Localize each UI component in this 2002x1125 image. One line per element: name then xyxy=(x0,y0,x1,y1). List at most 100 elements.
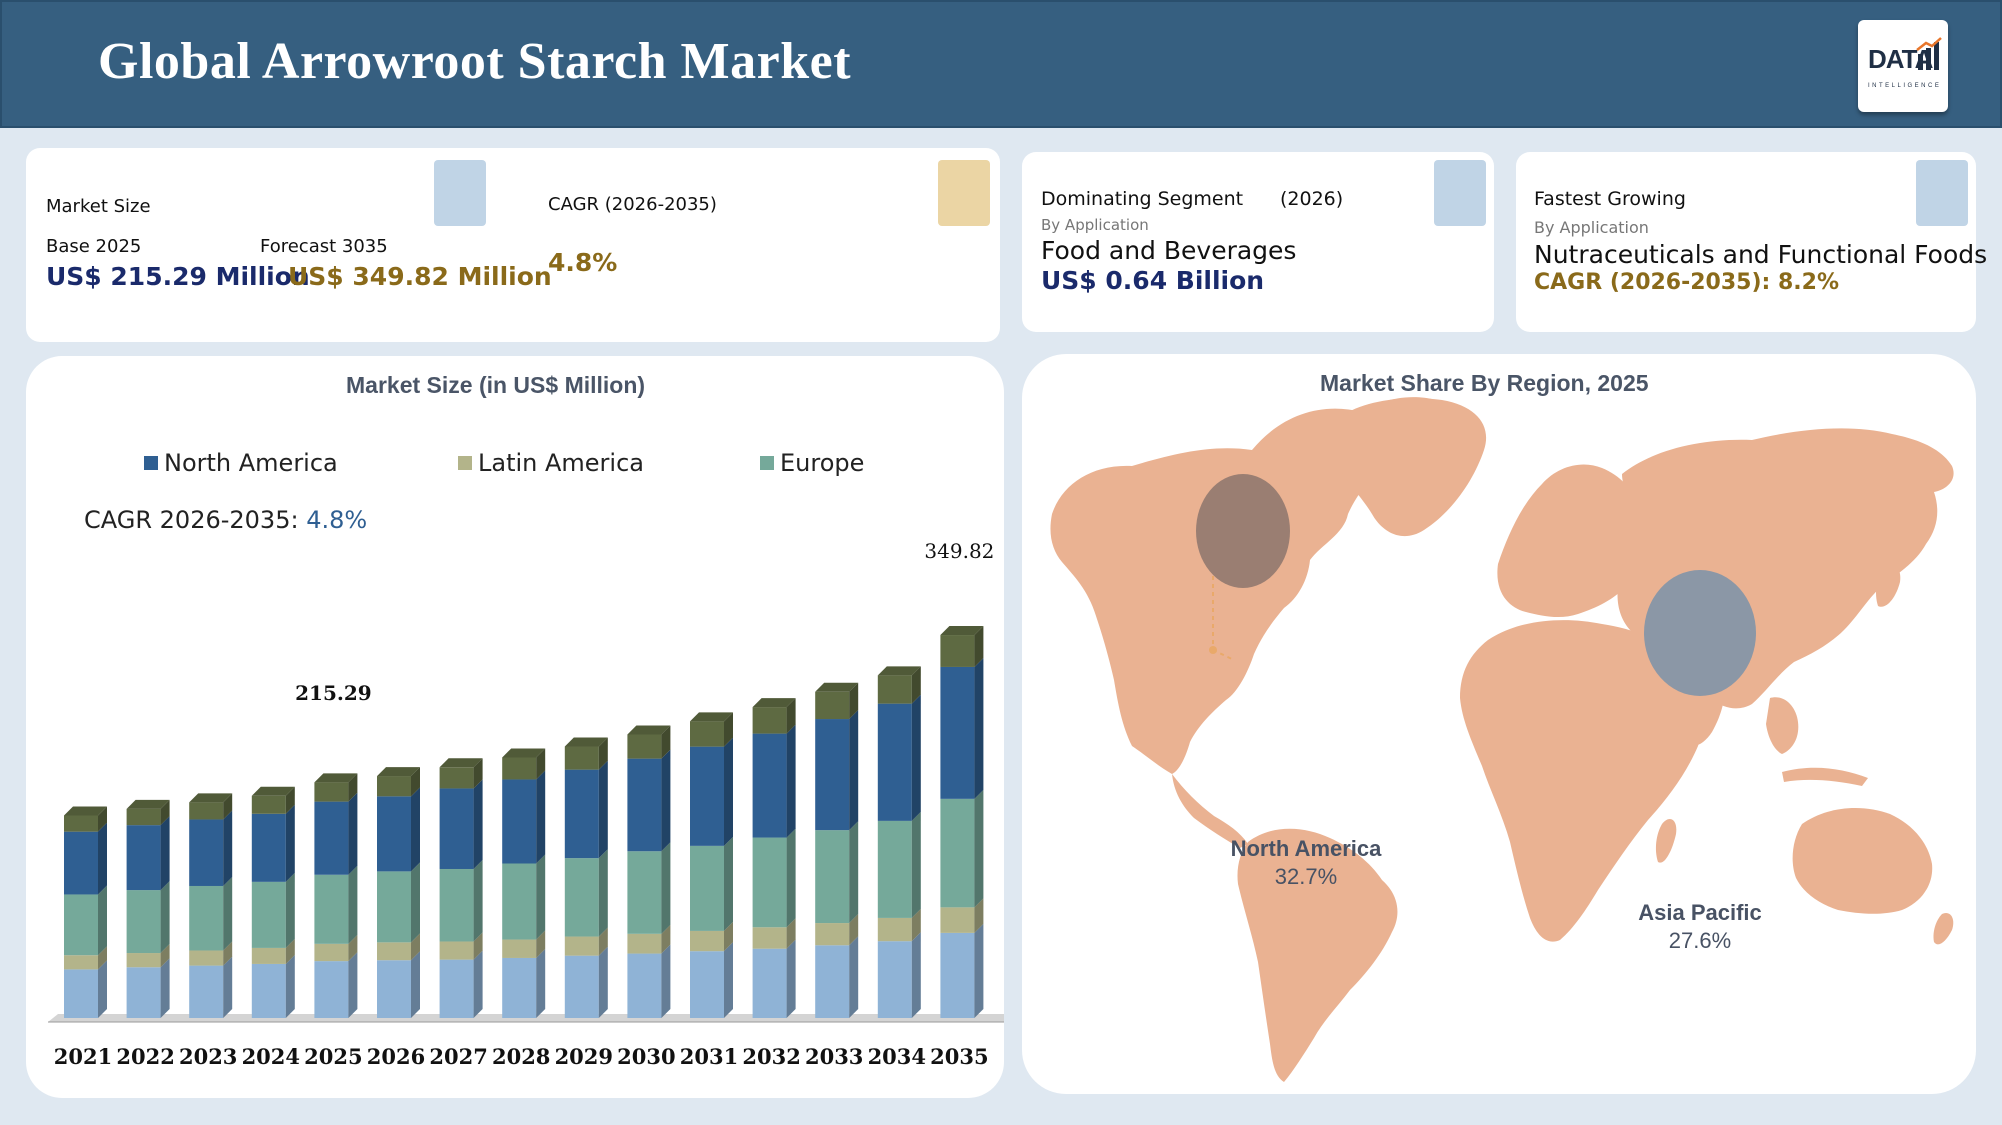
bar-side-2021-north-america xyxy=(98,822,107,895)
bar-side-2035-europe xyxy=(974,789,984,908)
bar-2026-top xyxy=(377,776,411,797)
europe-landmass xyxy=(1497,464,1645,618)
bar-side-2031-top xyxy=(724,712,733,747)
bar-2032-top xyxy=(752,707,787,734)
x-tick-2034: 2034 xyxy=(868,1044,926,1069)
bar-top-2021 xyxy=(64,806,107,816)
bar-side-2034-north-america xyxy=(911,694,921,821)
legend-label-europe: Europe xyxy=(780,449,864,477)
bar-2025-north-america xyxy=(314,801,349,875)
bar-2031-top xyxy=(690,721,724,747)
legend-label-north-america: North America xyxy=(164,449,338,477)
bar-side-2030-latin-america xyxy=(661,924,671,954)
bar-side-2023-top xyxy=(223,793,233,820)
fastest-segment-cagr: CAGR (2026-2035): 8.2% xyxy=(1534,270,1840,295)
bar-2028-north-america xyxy=(502,779,537,864)
market-size-card: Market Size Base 2025 Forecast 3035 US$ … xyxy=(26,148,1000,342)
bar-2034-north-america xyxy=(877,703,912,821)
bar-side-2021-base xyxy=(98,960,107,1018)
value-label-2035: 349.82 xyxy=(924,539,994,563)
bar-side-2023-base xyxy=(223,956,233,1018)
bar-2028-latin-america xyxy=(502,939,537,958)
bar-side-2024-north-america xyxy=(285,804,295,882)
bar-side-2022-europe xyxy=(160,881,170,954)
bar-2031-europe xyxy=(690,845,724,931)
bar-top-2034 xyxy=(877,666,921,676)
fastest-growing-icon xyxy=(1916,160,1968,226)
x-tick-2030: 2030 xyxy=(617,1044,675,1069)
fastest-segment-name: Nutraceuticals and Functional Foods xyxy=(1534,240,1988,269)
bar-2033-north-america xyxy=(815,719,850,831)
bar-2021-latin-america xyxy=(64,955,98,970)
bar-side-2028-latin-america xyxy=(536,930,546,958)
map-title: Market Share By Region, 2025 xyxy=(1320,370,1649,396)
bar-side-2026-latin-america xyxy=(411,933,420,961)
bar-top-2022 xyxy=(126,799,170,809)
central-america-landmass xyxy=(1172,774,1248,848)
fastest-growing-card: Fastest Growing By Application Nutraceut… xyxy=(1516,152,1987,332)
bar-side-2028-europe xyxy=(536,854,546,940)
bar-2029-top xyxy=(564,746,599,770)
bar-side-2029-base xyxy=(598,946,608,1018)
bar-2021-base xyxy=(64,969,98,1018)
bar-side-2025-base xyxy=(348,952,358,1018)
bar-2034-latin-america xyxy=(877,917,912,942)
bar-2035-top xyxy=(940,635,975,667)
bar-2029-north-america xyxy=(564,769,599,859)
bar-side-2032-latin-america xyxy=(786,918,796,949)
bar-2023-latin-america xyxy=(189,950,224,966)
bar-2026-north-america xyxy=(377,796,411,872)
bar-2035-base xyxy=(940,932,975,1018)
bar-top-2029 xyxy=(564,737,608,747)
bar-2027-europe xyxy=(439,868,474,942)
bar-2035-latin-america xyxy=(940,907,975,933)
base-value: US$ 215.29 Million xyxy=(46,262,310,291)
bar-2021-top xyxy=(64,815,98,832)
x-tick-2029: 2029 xyxy=(555,1044,613,1069)
southeast-asia-landmass xyxy=(1766,697,1799,754)
x-tick-2026: 2026 xyxy=(367,1044,425,1069)
forecast-year-label: Forecast 3035 xyxy=(260,236,388,257)
bar-side-2027-europe xyxy=(473,859,483,942)
bar-side-2027-latin-america xyxy=(473,932,483,960)
bar-2022-europe xyxy=(126,890,161,954)
bar-side-2021-latin-america xyxy=(98,946,107,970)
bar-side-2027-base xyxy=(473,950,483,1018)
bar-top-2023 xyxy=(189,793,233,803)
bar-2027-latin-america xyxy=(439,941,474,960)
x-tick-2025: 2025 xyxy=(304,1044,362,1069)
bar-side-2022-base xyxy=(160,958,170,1018)
asia-pacific-region-label: Asia Pacific xyxy=(1638,900,1762,925)
bar-side-2033-base xyxy=(849,936,859,1018)
bar-2033-latin-america xyxy=(815,923,850,946)
market-size-icon xyxy=(434,160,486,226)
bar-2030-north-america xyxy=(627,758,662,852)
bar-side-2030-base xyxy=(661,944,671,1018)
bar-side-2034-base xyxy=(911,932,921,1018)
bar-2031-latin-america xyxy=(690,930,724,952)
bar-top-2030 xyxy=(627,725,671,735)
legend-label-latin-america: Latin America xyxy=(478,449,644,477)
bar-2029-europe xyxy=(564,858,599,937)
bar-2023-north-america xyxy=(189,819,224,886)
bar-side-2033-europe xyxy=(849,821,859,924)
bar-side-2035-top xyxy=(974,626,984,667)
bar-side-2028-north-america xyxy=(536,770,546,864)
bar-side-2035-latin-america xyxy=(974,898,984,933)
bar-side-2024-base xyxy=(285,954,295,1018)
logo-bars-icon xyxy=(1916,37,1942,70)
dominating-segment-card: Dominating Segment (2026) By Application… xyxy=(1022,152,1494,332)
bar-2034-top xyxy=(877,675,912,704)
bar-2035-europe xyxy=(940,798,975,908)
bar-2022-latin-america xyxy=(126,953,161,968)
bar-side-2028-top xyxy=(536,748,546,780)
bar-2034-europe xyxy=(877,820,912,918)
bar-side-2034-latin-america xyxy=(911,908,921,942)
bar-side-2026-north-america xyxy=(411,787,420,872)
bar-side-2027-top xyxy=(473,758,483,789)
asia-pacific-share-label: 27.6% xyxy=(1669,928,1731,953)
bar-2021-europe xyxy=(64,894,98,956)
legend-swatch-europe xyxy=(760,456,774,470)
x-tick-2023: 2023 xyxy=(179,1044,237,1069)
fastest-by-label: By Application xyxy=(1534,218,1649,237)
